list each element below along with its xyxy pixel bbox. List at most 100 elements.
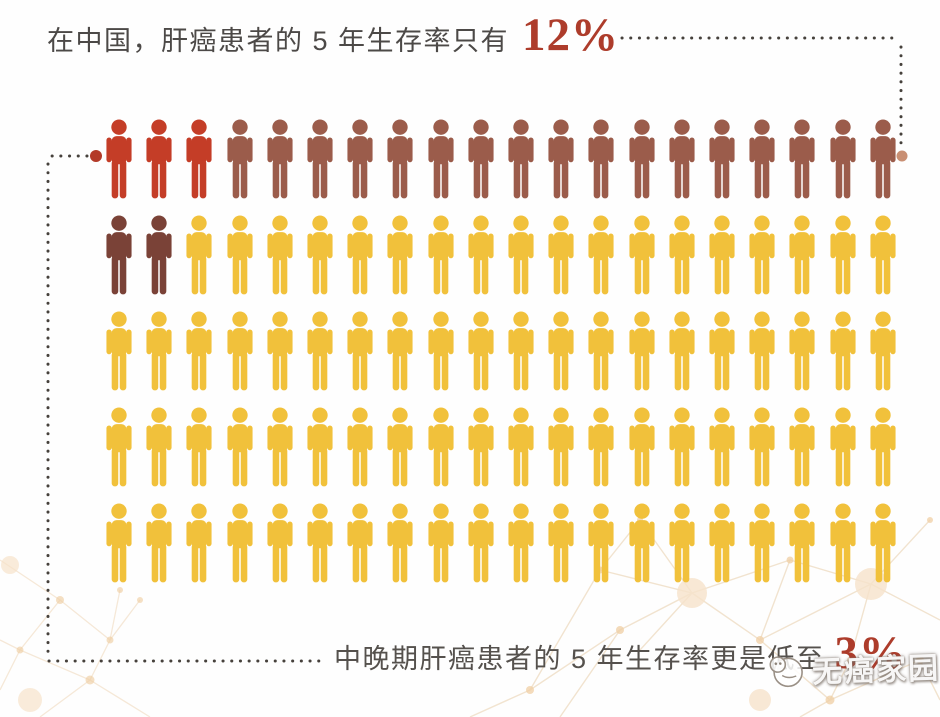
person-icon [588, 119, 614, 199]
person-icon [669, 407, 695, 487]
person-icon [227, 503, 253, 583]
person-icon [588, 215, 614, 295]
person-icon [347, 215, 373, 295]
person-icon [267, 311, 293, 391]
person-icon [629, 503, 655, 583]
watermark-text: 无癌家园 [811, 651, 940, 690]
person-icon [267, 503, 293, 583]
person-icon [387, 407, 413, 487]
person-icon [870, 215, 896, 295]
person-icon [669, 119, 695, 199]
person-icon [830, 311, 856, 391]
person-icon [186, 503, 212, 583]
person-icon [227, 119, 253, 199]
person-icon [789, 503, 816, 583]
person-icon [669, 503, 695, 583]
headline-highlight-12pct: 12% [522, 9, 620, 61]
person-icon [508, 119, 534, 199]
person-icon [106, 215, 132, 295]
headline-text: 在中国，肝癌患者的 5 年生存率只有 [47, 26, 510, 56]
person-icon [789, 215, 816, 295]
bottom-caption-text: 中晚期肝癌患者的 5 年生存率更是低至 [334, 644, 825, 674]
person-icon [830, 119, 856, 199]
person-icon [749, 311, 775, 391]
person-icon [106, 503, 132, 583]
person-icon [387, 311, 413, 391]
person-icon [548, 119, 574, 199]
person-icon [468, 311, 494, 391]
pictogram-row [104, 405, 898, 489]
person-icon [468, 215, 494, 295]
person-icon [227, 215, 253, 295]
person-icon [307, 503, 333, 583]
left-anchor-dot [90, 150, 102, 162]
pictogram-row [104, 501, 898, 585]
person-icon [830, 407, 856, 487]
person-icon [186, 215, 212, 295]
person-icon [548, 311, 574, 391]
person-icon [468, 407, 494, 487]
person-icon [709, 311, 735, 391]
person-icon [347, 503, 373, 583]
person-icon [629, 311, 655, 391]
person-icon [267, 215, 293, 295]
headline: 在中国，肝癌患者的 5 年生存率只有 12% [47, 12, 619, 59]
person-icon [267, 407, 293, 487]
person-icon [870, 311, 896, 391]
person-icon [468, 503, 494, 583]
person-icon [508, 407, 534, 487]
person-icon [669, 311, 695, 391]
person-icon [227, 311, 253, 391]
person-icon [749, 215, 775, 295]
pictogram-row [104, 309, 898, 393]
pictogram-row [104, 117, 898, 201]
person-icon [106, 407, 132, 487]
person-icon [789, 311, 816, 391]
person-icon [186, 407, 212, 487]
person-icon [146, 407, 172, 487]
person-icon [227, 407, 253, 487]
dove-logo-icon [769, 656, 803, 688]
person-icon [468, 119, 494, 199]
pictogram-grid [104, 117, 898, 597]
person-icon [749, 407, 775, 487]
watermark: 无癌家园 [765, 643, 940, 693]
person-icon [307, 407, 333, 487]
person-icon [789, 119, 816, 199]
person-icon [548, 503, 574, 583]
person-icon [428, 503, 454, 583]
person-icon [588, 503, 614, 583]
person-icon [428, 119, 454, 199]
person-icon [629, 407, 655, 487]
person-icon [588, 311, 614, 391]
person-icon [508, 503, 534, 583]
person-icon [347, 311, 373, 391]
person-icon [347, 119, 373, 199]
person-icon [146, 311, 172, 391]
pictogram-row [104, 213, 898, 297]
person-icon [106, 119, 132, 199]
person-icon [870, 119, 896, 199]
person-icon [709, 215, 735, 295]
person-icon [830, 503, 856, 583]
person-icon [789, 407, 816, 487]
person-icon [146, 119, 172, 199]
person-icon [870, 407, 896, 487]
person-icon [709, 407, 735, 487]
person-icon [186, 311, 212, 391]
person-icon [588, 407, 614, 487]
person-icon [508, 311, 534, 391]
person-icon [186, 119, 212, 199]
person-icon [387, 215, 413, 295]
person-icon [307, 311, 333, 391]
right-anchor-dot [896, 150, 908, 162]
person-icon [387, 119, 413, 199]
person-icon [307, 215, 333, 295]
person-icon [629, 215, 655, 295]
person-icon [830, 215, 856, 295]
person-icon [428, 215, 454, 295]
person-icon [347, 407, 373, 487]
person-icon [428, 311, 454, 391]
person-icon [146, 215, 172, 295]
